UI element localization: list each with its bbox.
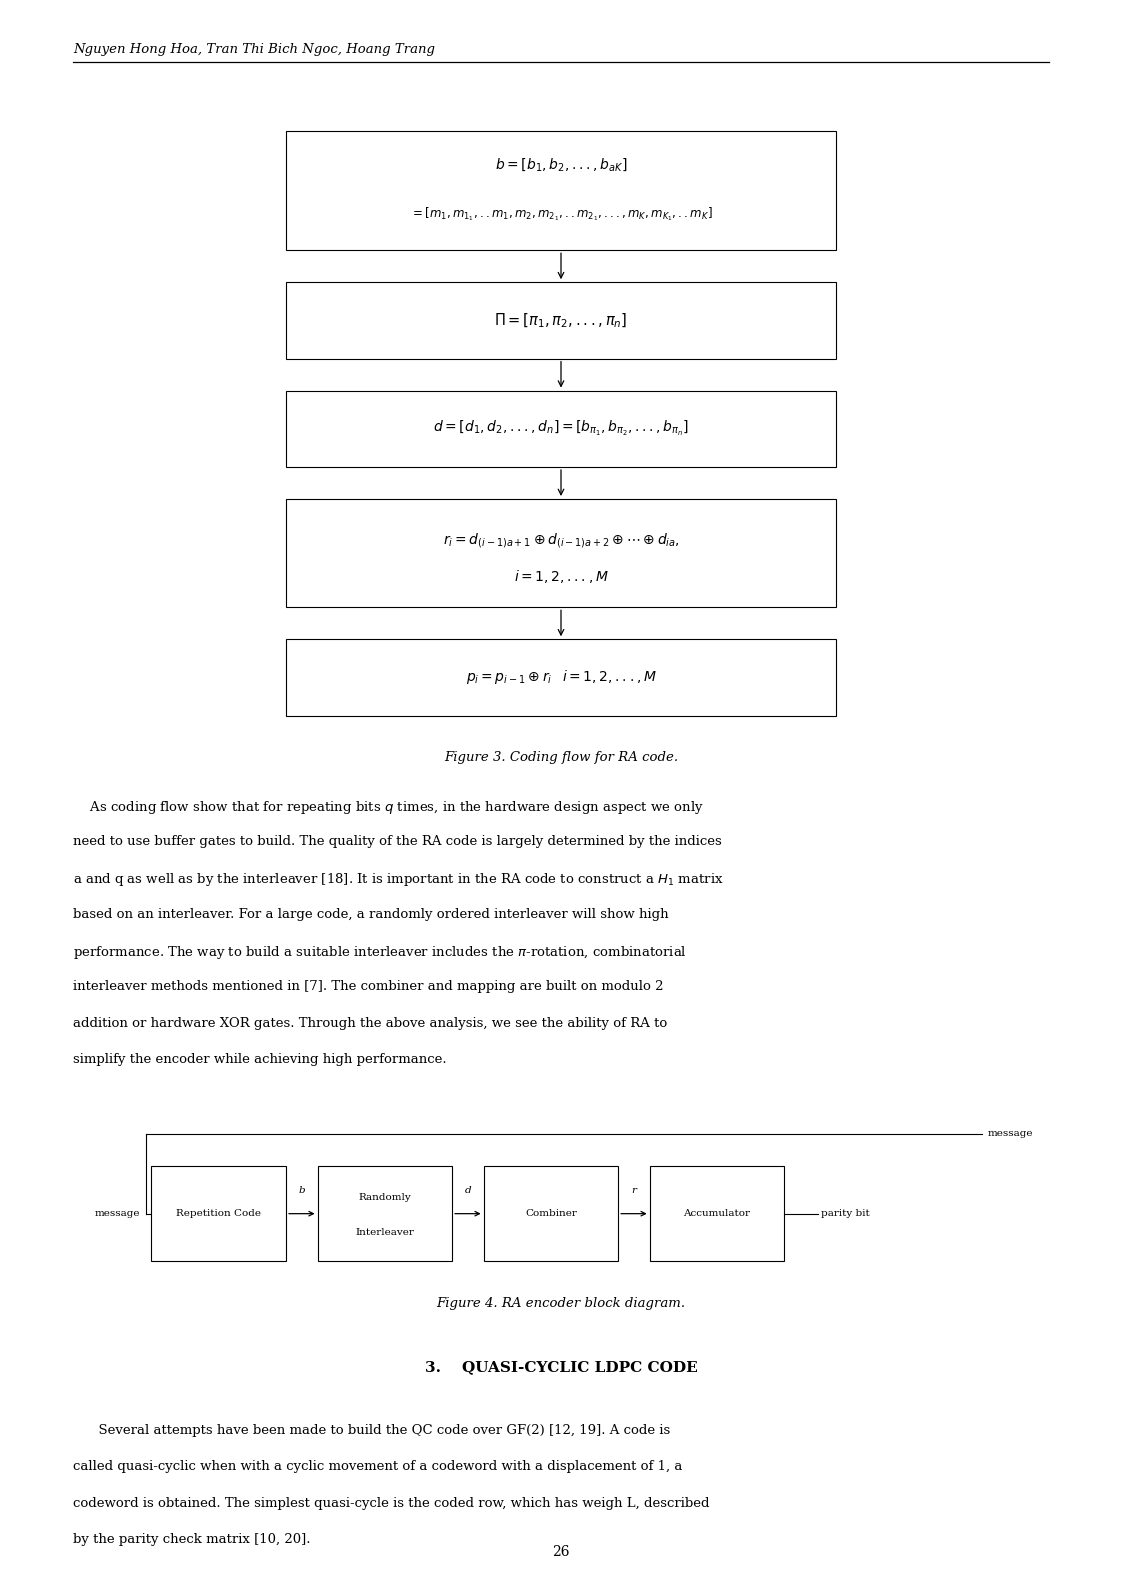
Text: Several attempts have been made to build the QC code over GF(2) [12, 19]. A code: Several attempts have been made to build…	[73, 1423, 670, 1438]
Text: b: b	[298, 1186, 305, 1194]
Text: $= [m_1, m_{1_1},..m_1, m_2, m_{2_1},..m_{2_1},...,m_K, m_{K_1},..m_K]$: $= [m_1, m_{1_1},..m_1, m_2, m_{2_1},..m…	[410, 206, 712, 223]
Text: addition or hardware XOR gates. Through the above analysis, we see the ability o: addition or hardware XOR gates. Through …	[73, 1017, 668, 1030]
Text: Combiner: Combiner	[525, 1210, 577, 1218]
Text: r: r	[632, 1186, 636, 1194]
Text: parity bit: parity bit	[821, 1210, 870, 1218]
Text: Nguyen Hong Hoa, Tran Thi Bich Ngoc, Hoang Trang: Nguyen Hong Hoa, Tran Thi Bich Ngoc, Hoa…	[73, 43, 435, 56]
Text: Repetition Code: Repetition Code	[176, 1210, 261, 1218]
Bar	[151, 1165, 286, 1261]
Text: simplify the encoder while achieving high performance.: simplify the encoder while achieving hig…	[73, 1054, 447, 1066]
Bar	[286, 391, 836, 467]
Text: Accumulator: Accumulator	[683, 1210, 751, 1218]
Text: $i = 1,2,...,M$: $i = 1,2,...,M$	[514, 569, 608, 585]
Text: $d = [d_1, d_2, ..., d_n] = [b_{\pi_1}, b_{\pi_2}, ..., b_{\pi_n}]$: $d = [d_1, d_2, ..., d_n] = [b_{\pi_1}, …	[433, 419, 689, 438]
Text: a and q as well as by the interleaver [18]. It is important in the RA code to co: a and q as well as by the interleaver [1…	[73, 872, 724, 888]
Text: performance. The way to build a suitable interleaver includes the $\pi$-rotation: performance. The way to build a suitable…	[73, 944, 687, 961]
Text: As coding flow show that for repeating bits $q$ times, in the hardware design as: As coding flow show that for repeating b…	[73, 799, 703, 816]
Bar	[650, 1165, 784, 1261]
Text: Interleaver: Interleaver	[356, 1229, 414, 1237]
Text: message: message	[987, 1130, 1033, 1138]
Text: message: message	[94, 1210, 140, 1218]
Text: based on an interleaver. For a large code, a randomly ordered interleaver will s: based on an interleaver. For a large cod…	[73, 907, 669, 921]
Text: 3.    QUASI-CYCLIC LDPC CODE: 3. QUASI-CYCLIC LDPC CODE	[424, 1360, 698, 1374]
Text: d: d	[465, 1186, 471, 1194]
Text: called quasi-cyclic when with a cyclic movement of a codeword with a displacemen: called quasi-cyclic when with a cyclic m…	[73, 1460, 682, 1473]
Text: by the parity check matrix [10, 20].: by the parity check matrix [10, 20].	[73, 1533, 311, 1546]
Text: Randomly: Randomly	[358, 1194, 412, 1202]
Text: Figure 4. RA encoder block diagram.: Figure 4. RA encoder block diagram.	[436, 1296, 686, 1310]
Text: $r_i = d_{(i-1)a+1} \oplus d_{(i-1)a+2} \oplus \cdots \oplus d_{ia},$: $r_i = d_{(i-1)a+1} \oplus d_{(i-1)a+2} …	[442, 531, 680, 550]
Text: interleaver methods mentioned in [7]. The combiner and mapping are built on modu: interleaver methods mentioned in [7]. Th…	[73, 980, 663, 993]
Bar	[286, 131, 836, 250]
Text: $b = [b_1, b_2, ..., b_{aK}]$: $b = [b_1, b_2, ..., b_{aK}]$	[495, 156, 627, 172]
Bar	[286, 282, 836, 359]
Text: Figure 3. Coding flow for RA code.: Figure 3. Coding flow for RA code.	[444, 751, 678, 764]
Text: $p_i = p_{i-1} \oplus r_i \;\;\; i = 1,2,...,M$: $p_i = p_{i-1} \oplus r_i \;\;\; i = 1,2…	[466, 668, 656, 687]
Text: need to use buffer gates to build. The quality of the RA code is largely determi: need to use buffer gates to build. The q…	[73, 835, 721, 848]
Bar	[286, 639, 836, 716]
Bar	[484, 1165, 618, 1261]
Text: $\Pi = [\pi_1, \pi_2, ..., \pi_n]$: $\Pi = [\pi_1, \pi_2, ..., \pi_n]$	[495, 311, 627, 330]
Bar	[318, 1165, 452, 1261]
Bar	[286, 499, 836, 607]
Text: 26: 26	[552, 1545, 570, 1559]
Text: codeword is obtained. The simplest quasi-cycle is the coded row, which has weigh: codeword is obtained. The simplest quasi…	[73, 1497, 709, 1510]
